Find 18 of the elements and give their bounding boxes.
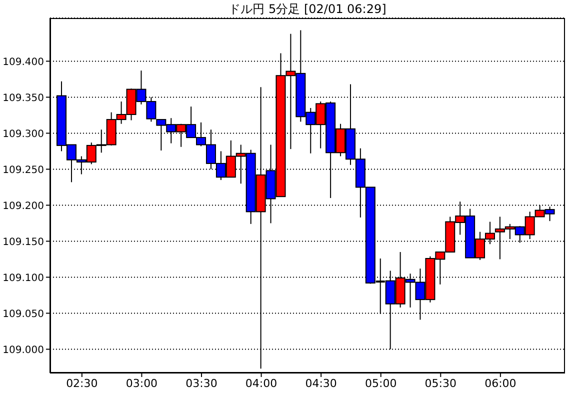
chart-title: ドル円 5分足 [02/01 06:29] — [228, 1, 388, 18]
y-tick-label: 109.250 — [2, 164, 44, 176]
x-tick-label: 03:30 — [186, 376, 218, 390]
x-tick-label: 02:30 — [66, 376, 98, 390]
x-tick-label: 03:00 — [126, 376, 158, 390]
x-tick-label: 04:00 — [245, 376, 278, 390]
y-tick-label: 109.150 — [2, 236, 44, 248]
y-tick-label: 109.300 — [2, 128, 44, 140]
y-tick-label: 109.400 — [2, 56, 44, 68]
x-tick-label: 05:30 — [424, 376, 456, 390]
y-tick-label: 109.000 — [2, 344, 44, 356]
x-tick-label: 05:00 — [365, 376, 397, 390]
y-tick-label: 109.200 — [2, 200, 44, 212]
y-tick-label: 109.050 — [2, 308, 44, 320]
y-tick-label: 109.100 — [2, 272, 44, 284]
x-tick-label: 06:00 — [484, 376, 516, 390]
x-tick-label: 04:30 — [305, 376, 337, 390]
y-tick-label: 109.350 — [2, 92, 44, 104]
